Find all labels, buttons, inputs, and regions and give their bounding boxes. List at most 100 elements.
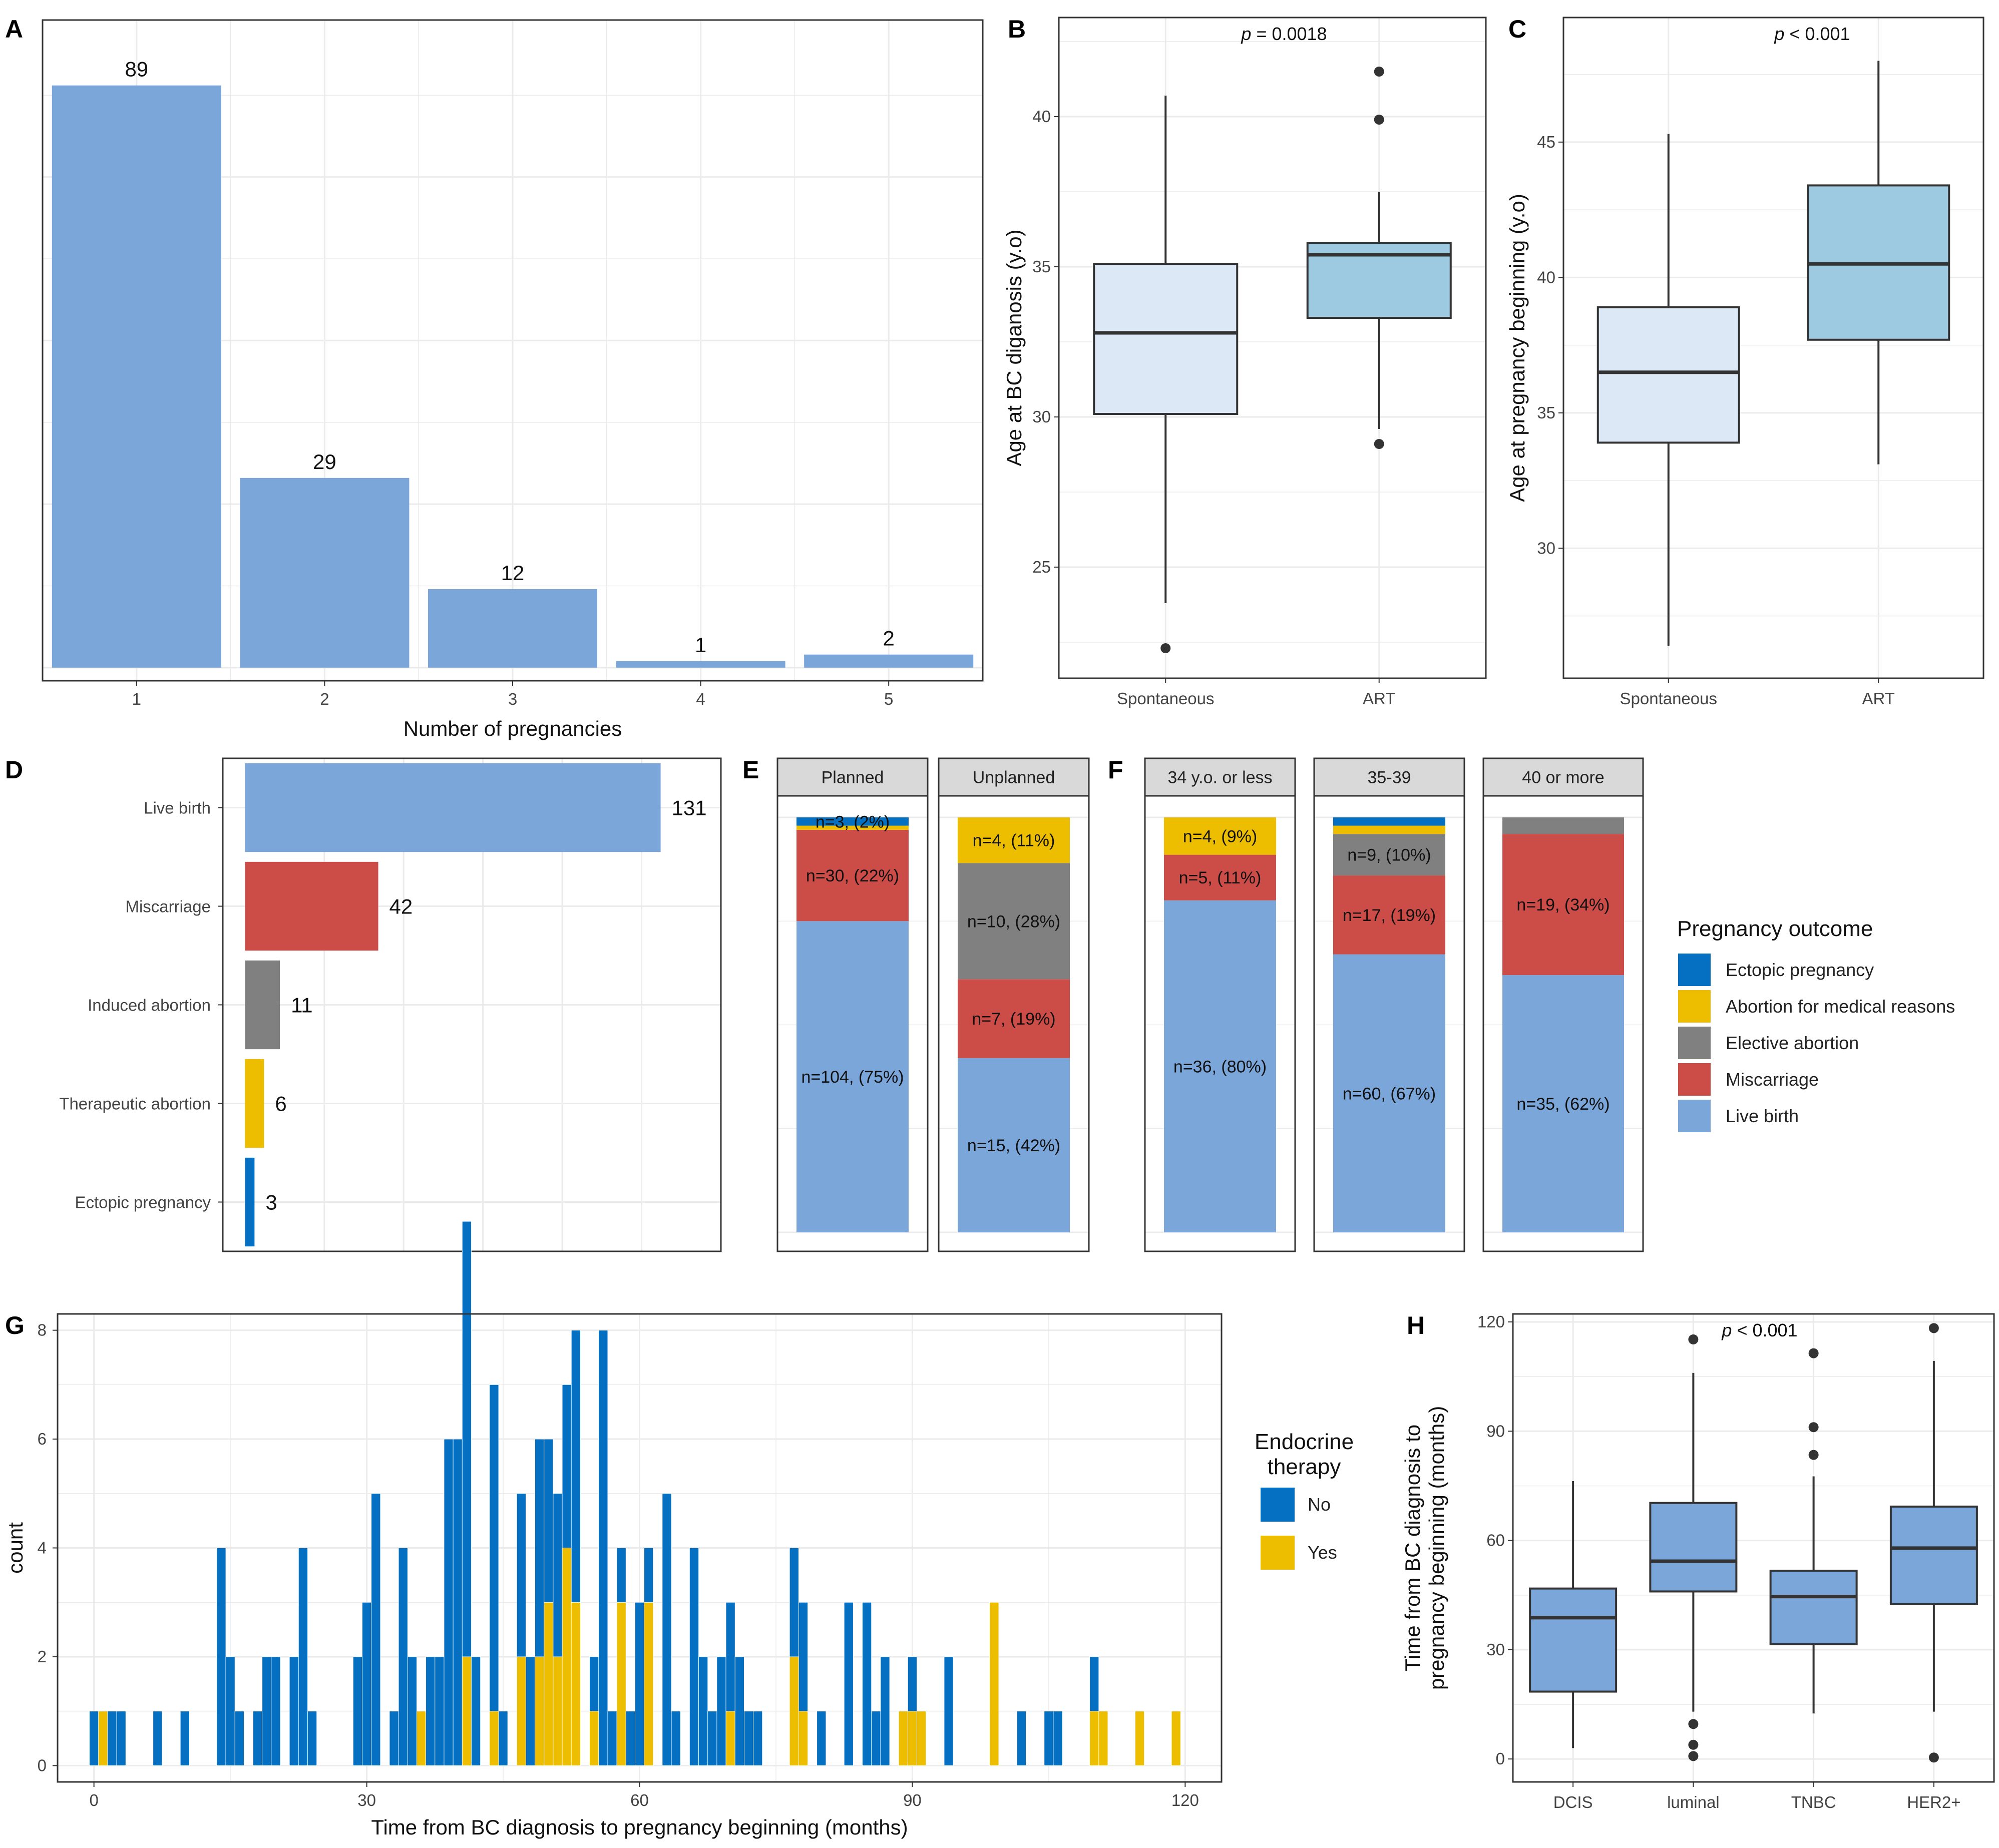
p-value-symbol: p bbox=[1721, 1320, 1732, 1340]
box-DCIS bbox=[1529, 1587, 1618, 1693]
data-label: 131 bbox=[672, 796, 707, 820]
stack-segment-ectopic-pregnancy bbox=[796, 817, 909, 826]
histogram-bar-no bbox=[907, 1656, 917, 1712]
facet-border bbox=[1482, 795, 1644, 1252]
histogram-bar-no bbox=[535, 1439, 545, 1657]
histogram-bar-yes bbox=[798, 1711, 808, 1766]
facet-strip bbox=[938, 757, 1090, 797]
histogram-bar-no bbox=[725, 1602, 735, 1712]
histogram-bar-yes bbox=[417, 1711, 427, 1766]
legend-key bbox=[1678, 990, 1711, 1023]
panel-label: G bbox=[5, 1311, 25, 1339]
y-tick-label: 6 bbox=[38, 1430, 47, 1448]
y-axis-title: count bbox=[4, 1522, 27, 1574]
bar-4 bbox=[616, 661, 785, 668]
legend-label: Ectopic pregnancy bbox=[1726, 960, 1874, 980]
legend-label: Yes bbox=[1308, 1542, 1337, 1563]
histogram-bar-no bbox=[289, 1656, 299, 1766]
facet-strip bbox=[1144, 757, 1296, 797]
x-tick-label: luminal bbox=[1667, 1793, 1720, 1811]
y-tick-label: 90 bbox=[1486, 1422, 1505, 1440]
histogram-bar-no bbox=[526, 1656, 536, 1766]
histogram-bar-no bbox=[662, 1493, 672, 1766]
x-tick-label: 0 bbox=[89, 1791, 98, 1809]
data-label: 11 bbox=[291, 994, 313, 1017]
histogram-bar-yes bbox=[562, 1548, 572, 1766]
y-tick-label: Miscarriage bbox=[125, 897, 211, 916]
p-value: p < 0.001 bbox=[1721, 1320, 1797, 1340]
histogram-bar-yes bbox=[489, 1711, 499, 1766]
segment-label: n=9, (10%) bbox=[1347, 846, 1431, 865]
y-tick-label: 30 bbox=[1032, 407, 1051, 426]
histogram-bar-no bbox=[1016, 1711, 1026, 1766]
y-axis-title-line: Age at pregnancy beginning (y.o) bbox=[1505, 194, 1529, 502]
histogram-bar-yes bbox=[544, 1602, 554, 1766]
histogram-bar-no bbox=[644, 1548, 654, 1603]
y-tick-label: Induced abortion bbox=[88, 996, 211, 1015]
panel-label: F bbox=[1108, 756, 1123, 784]
histogram-bar-no bbox=[407, 1656, 417, 1766]
histogram-bar-no bbox=[180, 1711, 190, 1766]
x-tick-label: ART bbox=[1363, 689, 1395, 708]
histogram-bar-no bbox=[544, 1439, 554, 1603]
box-Spontaneous bbox=[1596, 306, 1740, 444]
outlier-point bbox=[1374, 439, 1384, 449]
y-axis-title: Age at pregnancy beginning (y.o) bbox=[1505, 194, 1529, 502]
p-value: p = 0.0018 bbox=[1241, 24, 1327, 44]
histogram-bar-no bbox=[798, 1602, 808, 1712]
y-tick-label: 40 bbox=[1032, 107, 1051, 126]
outlier-point bbox=[1808, 1422, 1819, 1433]
panel-border bbox=[1512, 1313, 1995, 1783]
segment-label: n=5, (11%) bbox=[1179, 868, 1262, 887]
histogram-bar-no bbox=[89, 1711, 99, 1766]
stack-segment-live-birth bbox=[796, 921, 909, 1232]
x-tick-label: 90 bbox=[903, 1791, 922, 1809]
segment-label: n=60, (67%) bbox=[1343, 1084, 1436, 1103]
histogram-bar-no bbox=[553, 1493, 563, 1657]
histogram-bar-no bbox=[671, 1711, 681, 1766]
facet-strip-label: Unplanned bbox=[973, 768, 1055, 787]
outlier-point bbox=[1688, 1739, 1699, 1750]
histogram-bar-no bbox=[153, 1711, 163, 1766]
histogram-bar-no bbox=[862, 1602, 872, 1766]
stack-segment-live-birth bbox=[1164, 900, 1276, 1232]
legend-label: Elective abortion bbox=[1726, 1033, 1859, 1053]
histogram-bar-no bbox=[753, 1711, 763, 1766]
panel-label: C bbox=[1508, 15, 1526, 43]
histogram-bar-no bbox=[107, 1711, 117, 1766]
x-axis-title: Number of pregnancies bbox=[404, 717, 622, 740]
x-tick-label: 1 bbox=[132, 690, 141, 708]
histogram-bar-yes bbox=[898, 1711, 908, 1766]
legend-title: Endocrine bbox=[1255, 1430, 1354, 1454]
histogram-bar-no bbox=[362, 1602, 372, 1766]
y-tick-label: 2 bbox=[38, 1647, 47, 1666]
panel-label: A bbox=[5, 15, 23, 43]
y-tick-label: 30 bbox=[1486, 1640, 1505, 1659]
histogram-bar-no bbox=[398, 1548, 408, 1766]
bar-3 bbox=[428, 589, 598, 668]
stack-segment-live-birth bbox=[1333, 954, 1445, 1232]
y-axis-title-line: Age at BC diganosis (y.o) bbox=[1002, 229, 1026, 466]
x-tick-label: 30 bbox=[357, 1791, 376, 1809]
segment-label: n=3, (2%) bbox=[816, 812, 890, 831]
y-tick-label: 60 bbox=[1486, 1531, 1505, 1550]
histogram-bar-no bbox=[789, 1548, 799, 1657]
outlier-point bbox=[1374, 115, 1384, 125]
y-tick-label: 40 bbox=[1537, 268, 1555, 286]
histogram-bar-no bbox=[116, 1711, 126, 1766]
legend-label: Live birth bbox=[1726, 1106, 1799, 1126]
stack-segment-miscarriage bbox=[796, 829, 909, 921]
y-tick-label: 25 bbox=[1032, 558, 1051, 576]
p-value-text: < 0.001 bbox=[1732, 1320, 1797, 1340]
box-Spontaneous bbox=[1093, 263, 1239, 415]
histogram-bar-yes bbox=[1089, 1711, 1099, 1766]
x-tick-label: ART bbox=[1862, 689, 1895, 708]
panel-label: B bbox=[1008, 15, 1026, 43]
stack-segment-elective-abortion bbox=[958, 863, 1070, 980]
legend-key bbox=[1261, 1488, 1295, 1522]
x-tick-label: 4 bbox=[696, 690, 705, 708]
histogram-bar-no bbox=[298, 1548, 308, 1766]
p-value-symbol: p bbox=[1241, 24, 1251, 44]
histogram-bar-yes bbox=[1098, 1711, 1108, 1766]
histogram-bar-no bbox=[562, 1384, 572, 1548]
